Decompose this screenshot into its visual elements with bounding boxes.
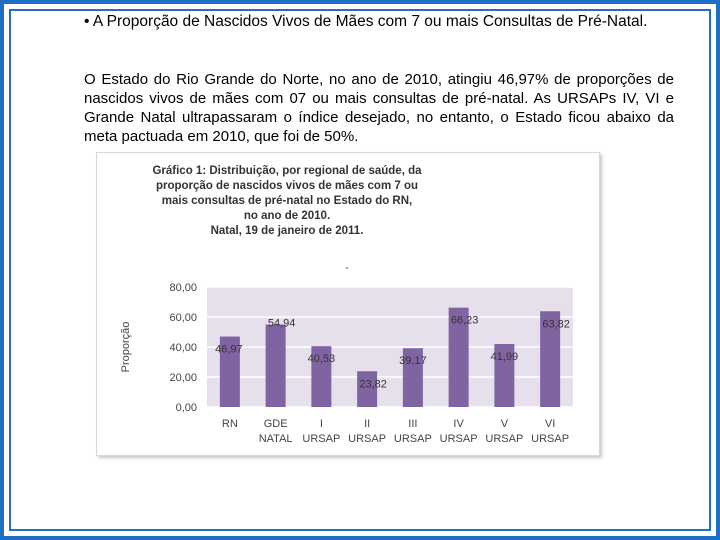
category-label: URSAP <box>394 433 432 445</box>
y-tick-label: 20,00 <box>169 372 197 384</box>
chart-title-line: mais consultas de pré-natal no Estado do… <box>162 195 413 207</box>
bar <box>402 348 423 407</box>
data-label: 46,97 <box>215 344 243 356</box>
category-label: URSAP <box>302 433 340 445</box>
data-label: 40,53 <box>308 353 336 365</box>
category-label: V <box>501 418 509 430</box>
chart-container: Gráfico 1: Distribuição, por regional de… <box>96 152 600 456</box>
chart-title-line: no ano de 2010. <box>244 210 330 222</box>
category-label: III <box>408 418 417 430</box>
chart-title-line: Natal, 19 de janeiro de 2011. <box>211 225 364 237</box>
chart-title-line: Gráfico 1: Distribuição, por regional de… <box>152 165 422 177</box>
y-tick-label: 0,00 <box>176 402 197 414</box>
y-axis-label: Proporção <box>120 322 132 373</box>
category-label: GDE <box>264 418 288 430</box>
legend-marker: - <box>345 262 349 274</box>
inner-frame <box>9 9 711 531</box>
category-label: URSAP <box>440 433 478 445</box>
category-label: II <box>364 418 370 430</box>
slide-paragraph: O Estado do Rio Grande do Norte, no ano … <box>84 71 674 145</box>
data-label: 63,82 <box>542 318 570 330</box>
bar <box>494 344 515 407</box>
data-label: 54,94 <box>268 318 296 330</box>
bar <box>540 311 561 407</box>
y-tick-label: 40,00 <box>169 342 197 354</box>
category-label: URSAP <box>531 433 569 445</box>
category-label: RN <box>222 418 238 430</box>
data-label: 41,99 <box>491 351 519 363</box>
category-label: URSAP <box>485 433 523 445</box>
chart-title-line: proporção de nascidos vivos de mães com … <box>156 180 418 192</box>
data-label: 23,82 <box>359 378 387 390</box>
category-label: URSAP <box>348 433 386 445</box>
bar <box>219 336 240 407</box>
bar <box>448 307 469 407</box>
bar <box>311 346 332 407</box>
y-tick-label: 60,00 <box>169 312 197 324</box>
data-label: 39,17 <box>399 355 427 367</box>
category-label: IV <box>453 418 464 430</box>
slide-heading: • A Proporção de Nascidos Vivos de Mães … <box>84 13 648 30</box>
y-tick-label: 80,00 <box>169 282 197 294</box>
bar <box>357 371 378 407</box>
data-label: 66,23 <box>451 315 479 327</box>
category-label: VI <box>545 418 555 430</box>
bar <box>265 324 286 407</box>
category-label: I <box>320 418 323 430</box>
bar-chart: Gráfico 1: Distribuição, por regional de… <box>120 165 573 445</box>
category-label: NATAL <box>259 433 293 445</box>
